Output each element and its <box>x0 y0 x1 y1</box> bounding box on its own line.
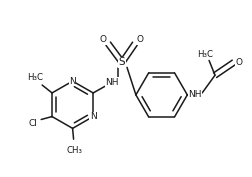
Text: O: O <box>234 58 241 67</box>
Text: N: N <box>69 77 76 86</box>
Text: S: S <box>118 57 125 67</box>
Text: NH: NH <box>105 78 118 87</box>
Text: N: N <box>89 112 96 121</box>
Text: H₃C: H₃C <box>27 73 43 82</box>
Text: H₃C: H₃C <box>196 50 212 59</box>
Text: NH: NH <box>188 90 201 99</box>
Text: CH₃: CH₃ <box>66 145 82 155</box>
Text: O: O <box>136 35 143 44</box>
Text: O: O <box>99 35 106 44</box>
Text: Cl: Cl <box>29 119 38 128</box>
